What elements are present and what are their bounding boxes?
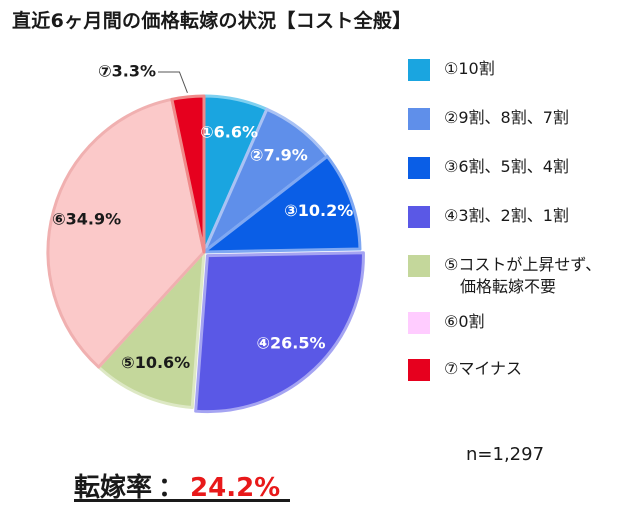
pass-through-rate-underline — [74, 499, 290, 502]
pie-slice-label-7: ⑦3.3% — [98, 62, 156, 81]
legend-swatch-7 — [408, 359, 430, 381]
pie-slice-label-3: ③10.2% — [284, 201, 353, 220]
pie-slice-label-6: ⑥34.9% — [52, 209, 121, 228]
legend-label-2: ②9割、8割、7割 — [444, 108, 569, 127]
pie-slice-leader-line-7 — [158, 71, 188, 94]
pie-slice-7 — [170, 94, 206, 254]
legend-swatch-3 — [408, 157, 430, 179]
legend-label-7: ⑦マイナス — [444, 359, 523, 378]
sample-size: n=1,297 — [466, 444, 545, 465]
legend-label-6: ⑥0割 — [444, 312, 485, 331]
legend-label-4: ④3割、2割、1割 — [444, 206, 569, 225]
pass-through-rate-separator: ： — [158, 473, 185, 503]
legend-label-1: ①10割 — [444, 59, 495, 78]
pass-through-rate-label: 転嫁率 — [74, 473, 153, 503]
pie-slice-5 — [97, 250, 206, 410]
pie-slice-3 — [202, 154, 362, 254]
pie-slice-label-2: ②7.9% — [250, 146, 308, 165]
pie-slice-label-1: ①6.6% — [200, 122, 258, 141]
legend-swatch-4 — [408, 206, 430, 228]
legend-swatch-2 — [408, 108, 430, 130]
chart-title: 直近6ヶ月間の価格転嫁の状況【コスト全般】 — [12, 10, 412, 32]
pass-through-rate-value: 24.2% — [190, 473, 281, 503]
legend-label-3: ③6割、5割、4割 — [444, 157, 569, 176]
pie-slice-label-5: ⑤10.6% — [121, 353, 190, 372]
pie-slice-6 — [46, 97, 206, 369]
legend-label-5: ⑤コストが上昇せず、 価格転嫁不要 — [444, 255, 602, 296]
pie-slice-4 — [194, 251, 365, 414]
legend-swatch-6 — [408, 312, 430, 334]
legend-swatch-5 — [408, 255, 430, 277]
legend-swatch-1 — [408, 59, 430, 81]
pass-through-rate: 転嫁率： 24.2% — [74, 467, 280, 504]
pie-slice-label-4: ④26.5% — [256, 334, 325, 353]
